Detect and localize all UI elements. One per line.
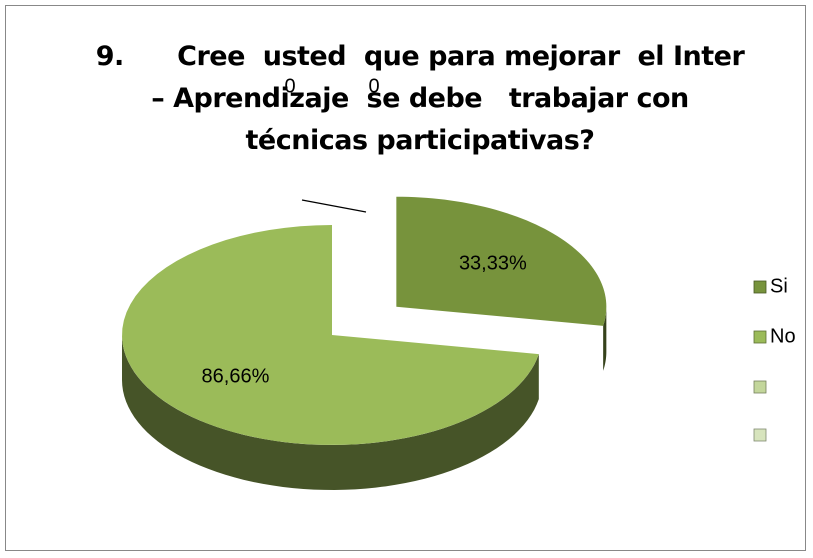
chart-title: 9. Cree usted que para mejorar el Inter …: [95, 41, 754, 156]
legend-label: No: [770, 325, 796, 347]
legend-swatch: [753, 380, 767, 394]
data-label: 0: [284, 75, 295, 97]
legend-label: Si: [770, 275, 788, 297]
slice: [396, 196, 607, 326]
data-label: 86,66%: [202, 366, 270, 388]
legend-swatch: [753, 428, 767, 442]
data-label: 33,33%: [459, 253, 527, 275]
slice-side: [122, 335, 539, 490]
legend-swatch: [753, 280, 767, 294]
leader-line: [301, 199, 367, 213]
slice-side: [603, 306, 607, 371]
slice: [122, 225, 539, 445]
legend-swatch: [753, 330, 767, 344]
chart-frame: [5, 5, 806, 551]
data-label: 0: [368, 75, 379, 97]
